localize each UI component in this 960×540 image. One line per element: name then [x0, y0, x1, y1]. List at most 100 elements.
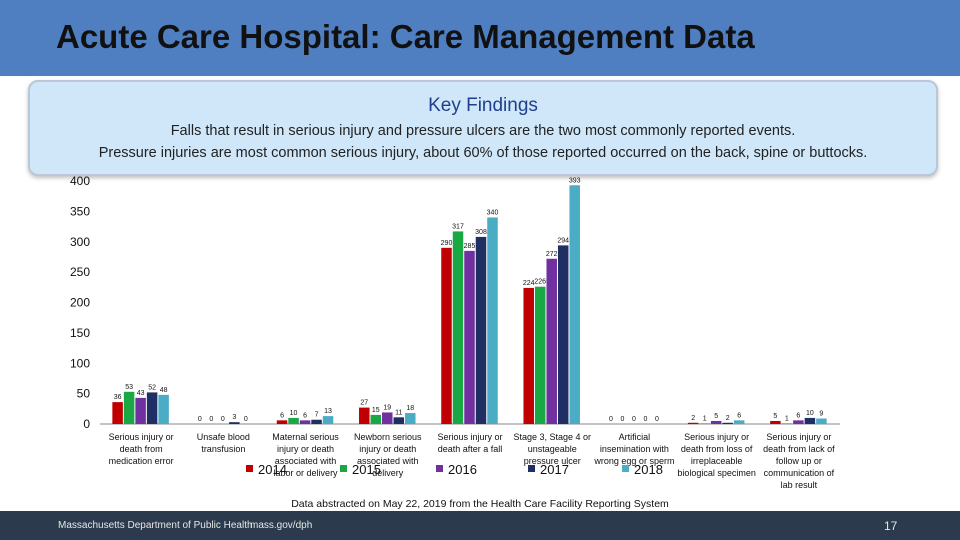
bar: [322, 416, 334, 424]
bar: [804, 417, 816, 424]
x-tick-label: Maternal serious: [272, 432, 339, 442]
x-tick-label: Newborn serious: [354, 432, 422, 442]
data-label: 6: [796, 412, 800, 419]
data-label: 5: [773, 413, 777, 420]
bar: [687, 422, 699, 424]
x-tick-label: communication of: [764, 468, 835, 478]
data-label: 317: [452, 223, 464, 230]
data-label: 3: [232, 414, 236, 421]
y-tick-label: 350: [70, 204, 90, 218]
footer-organization: Massachusetts Department of Public Healt…: [58, 520, 253, 531]
y-tick-label: 400: [70, 174, 90, 188]
x-tick-label: death from lack of: [763, 444, 835, 454]
y-tick-label: 100: [70, 356, 90, 370]
bar: [710, 420, 722, 424]
data-label: 0: [198, 416, 202, 423]
bar: [276, 420, 288, 424]
legend-label: 2014: [258, 462, 287, 477]
bar: [405, 413, 416, 424]
legend-swatch: [246, 465, 253, 472]
bar: [135, 397, 146, 424]
bar: [557, 245, 569, 424]
data-label: 6: [303, 412, 307, 419]
data-label: 48: [160, 387, 168, 394]
header-bar: Acute Care Hospital: Care Management Dat…: [0, 0, 960, 76]
bar: [441, 247, 452, 424]
bar: [793, 420, 804, 424]
data-label: 5: [714, 413, 718, 420]
legend-label: 2016: [448, 462, 477, 477]
x-tick-label: irreplaceable: [691, 456, 743, 466]
data-label: 15: [372, 407, 380, 414]
data-label: 2: [726, 415, 730, 422]
x-tick-label: Artificial: [619, 432, 651, 442]
x-tick-label: unstageable: [528, 444, 577, 454]
data-label: 0: [609, 416, 613, 423]
x-tick-label: death from loss of: [681, 444, 753, 454]
bar: [146, 392, 158, 424]
y-tick-label: 150: [70, 326, 90, 340]
x-tick-label: Unsafe blood: [197, 432, 250, 442]
footer-bar: Massachusetts Department of Public Healt…: [0, 511, 960, 540]
data-label: 10: [806, 410, 814, 417]
data-label: 10: [290, 410, 298, 417]
x-tick-label: death after a fall: [438, 444, 503, 454]
x-tick-label: insemination with: [600, 444, 669, 454]
data-label: 43: [137, 390, 145, 397]
legend-swatch: [622, 465, 629, 472]
bar: [781, 423, 793, 424]
data-label: 0: [632, 416, 636, 423]
x-tick-label: associated with: [275, 456, 337, 466]
data-label: 0: [643, 416, 647, 423]
y-tick-label: 300: [70, 235, 90, 249]
data-label: 6: [737, 412, 741, 419]
bar: [699, 423, 710, 424]
legend-label: 2018: [634, 462, 663, 477]
y-tick-label: 0: [83, 417, 90, 431]
bar: [546, 258, 557, 424]
key-findings-box: Key Findings Falls that result in seriou…: [28, 80, 938, 176]
bar: [229, 422, 240, 424]
legend-swatch: [436, 465, 443, 472]
bar: [523, 287, 534, 424]
bar: [464, 250, 475, 424]
x-tick-label: Serious injury or: [684, 432, 749, 442]
bar: [370, 414, 382, 424]
bar: [123, 391, 135, 424]
key-finding-line-1: Falls that result in serious injury and …: [170, 123, 796, 139]
bar: [158, 394, 169, 424]
x-tick-label: associated with: [357, 456, 419, 466]
bar: [382, 412, 393, 424]
data-label: 0: [209, 416, 213, 423]
bar: [452, 231, 464, 424]
x-tick-label: Serious injury or: [766, 432, 831, 442]
data-label: 52: [148, 384, 156, 391]
data-label: 308: [475, 229, 487, 236]
data-label: 224: [523, 280, 535, 287]
y-tick-label: 50: [77, 387, 91, 401]
data-label: 18: [406, 405, 414, 412]
bar: [722, 422, 733, 424]
bar: [475, 236, 487, 424]
y-tick-label: 200: [70, 296, 90, 310]
key-finding-line-2: Pressure injuries are most common seriou…: [98, 145, 868, 161]
data-label: 294: [557, 237, 569, 244]
x-tick-label: biological specimen: [677, 468, 756, 478]
legend-label: 2015: [352, 462, 381, 477]
x-tick-label: delivery: [372, 468, 404, 478]
legend-label: 2017: [540, 462, 569, 477]
data-label: 290: [441, 240, 453, 247]
bar: [816, 418, 827, 424]
x-tick-label: medication error: [109, 456, 174, 466]
legend-swatch: [528, 465, 535, 472]
bar: [311, 419, 322, 424]
data-label: 0: [620, 416, 624, 423]
x-tick-label: Serious injury or: [109, 432, 174, 442]
x-tick-label: death from: [120, 444, 163, 454]
y-tick-label: 250: [70, 265, 90, 279]
key-findings-title: Key Findings: [428, 95, 538, 116]
x-tick-label: wrong egg or sperm: [593, 456, 674, 466]
data-label: 393: [569, 177, 581, 184]
bar: [487, 217, 498, 424]
data-label: 226: [534, 279, 546, 286]
